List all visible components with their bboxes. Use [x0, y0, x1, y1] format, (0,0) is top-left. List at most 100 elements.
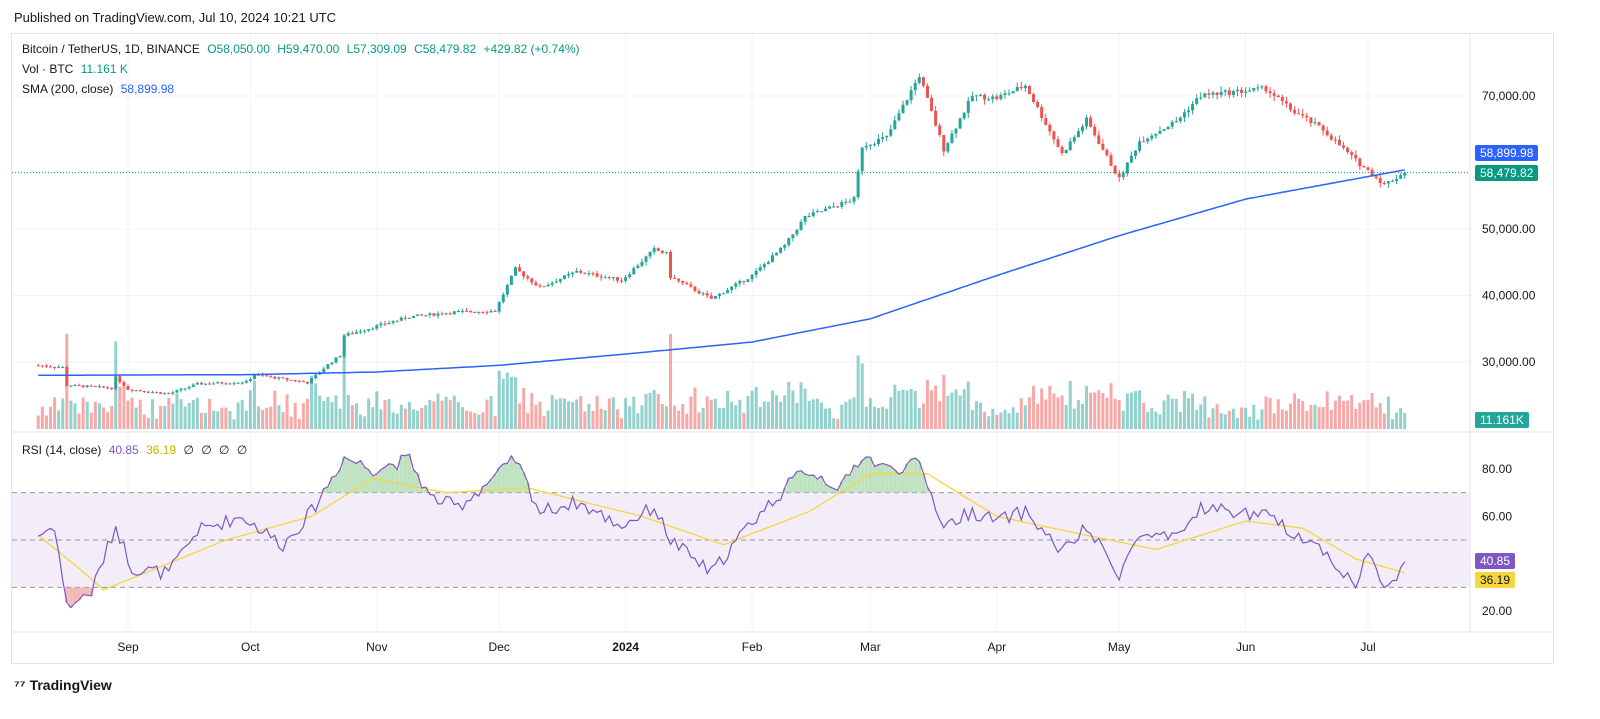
chart-frame[interactable] — [11, 33, 1554, 664]
candle-body — [713, 295, 717, 299]
volume-bar — [1235, 417, 1239, 429]
volume-bar — [481, 412, 485, 429]
volume-bar — [791, 390, 795, 429]
candle-body — [1215, 92, 1219, 96]
candle-body — [1044, 118, 1048, 125]
volume-bar — [852, 397, 856, 429]
volume-bar — [1023, 405, 1027, 429]
candle-body — [1223, 90, 1227, 92]
volume-bar — [265, 407, 269, 429]
volume-bar — [1264, 396, 1268, 429]
candle-body — [1240, 89, 1244, 93]
candle-body — [615, 277, 619, 281]
candle-body — [505, 284, 509, 295]
candle-body — [1178, 117, 1182, 122]
candle-body — [766, 262, 770, 265]
volume-bar — [1052, 393, 1056, 429]
candle-body — [146, 391, 150, 393]
volume-bar — [1048, 385, 1052, 429]
candle-body — [436, 313, 440, 316]
candle-body — [497, 301, 501, 312]
volume-bar — [742, 412, 746, 429]
volume-bar — [183, 406, 187, 429]
volume-bar — [673, 405, 677, 429]
volume-bar — [624, 398, 628, 429]
candle-body — [1162, 129, 1166, 131]
volume-bar — [1093, 392, 1097, 429]
volume-bar — [350, 405, 354, 429]
candle-body — [367, 329, 371, 331]
volume-bar — [832, 418, 836, 429]
volume-bar — [1003, 409, 1007, 429]
volume-bar — [864, 406, 868, 429]
volume-bar — [620, 418, 624, 429]
volume-bar — [1325, 391, 1329, 429]
volume-bar — [660, 404, 664, 429]
candle-body — [118, 376, 122, 383]
volume-bar — [338, 408, 342, 429]
low-value: L57,309.09 — [346, 42, 407, 56]
candle-body — [1293, 109, 1297, 114]
sma-price-badge: 58,899.98 — [1475, 145, 1539, 161]
rsi-legend[interactable]: RSI (14, close) 40.85 36.19 ∅ ∅ ∅ ∅ — [22, 443, 251, 457]
candle-body — [36, 365, 40, 367]
candle-body — [872, 144, 876, 146]
volume-bar — [310, 375, 314, 429]
candle-body — [860, 147, 864, 172]
rsi-label: RSI (14, close) — [22, 443, 102, 457]
candle-body — [1105, 149, 1109, 156]
volume-bar — [318, 395, 322, 429]
volume-bar — [567, 401, 571, 429]
volume-bar — [889, 397, 893, 429]
candle-body — [836, 206, 840, 208]
symbol-title[interactable]: Bitcoin / TetherUS, 1D, BINANCE — [22, 42, 200, 56]
candle-body — [974, 95, 978, 97]
volume-bar — [542, 416, 546, 429]
volume-bar — [204, 412, 207, 429]
candle-body — [538, 285, 542, 287]
candle-body — [501, 294, 505, 302]
candle-body — [738, 280, 742, 284]
candle-body — [195, 382, 199, 385]
candle-body — [1093, 126, 1097, 136]
rsi-tick-label: 20.00 — [1482, 604, 1512, 618]
candle-body — [917, 77, 921, 83]
volume-legend[interactable]: Vol · BTC 11.161 K — [22, 62, 132, 76]
volume-bar — [179, 399, 183, 429]
volume-bar — [693, 387, 697, 429]
volume-bar — [159, 405, 163, 429]
published-caption: Published on TradingView.com, Jul 10, 20… — [14, 10, 337, 25]
candle-body — [693, 286, 697, 291]
candle-body — [946, 143, 950, 152]
volume-bar — [387, 399, 391, 429]
candle-body — [717, 293, 721, 296]
rsi-extra-4: ∅ — [236, 443, 248, 457]
candle-body — [546, 284, 550, 287]
rsi-tick-label: 80.00 — [1482, 462, 1512, 476]
tradingview-logo[interactable]: ⁷⁷ TradingView — [14, 677, 112, 693]
candle-body — [1333, 139, 1337, 141]
candle-body — [979, 94, 982, 96]
volume-bar — [881, 406, 885, 429]
volume-bar — [110, 405, 114, 429]
candle-body — [677, 278, 681, 281]
volume-bar — [171, 403, 175, 429]
candle-body — [383, 323, 387, 325]
volume-bar — [97, 403, 101, 429]
volume-bar — [681, 404, 685, 429]
volume-bar — [995, 414, 999, 429]
candle-body — [346, 333, 350, 336]
rsi-line — [38, 453, 1406, 609]
volume-bar — [575, 399, 579, 429]
candle-body — [901, 104, 905, 114]
candle-body — [1403, 172, 1407, 176]
volume-bar — [934, 385, 938, 429]
candle-body — [216, 382, 220, 384]
volume-bar — [840, 404, 844, 429]
sma-legend[interactable]: SMA (200, close) 58,899.98 — [22, 82, 178, 96]
candle-body — [224, 383, 228, 385]
candle-body — [1301, 114, 1305, 116]
volume-bar — [1142, 402, 1146, 429]
candle-body — [962, 112, 966, 119]
